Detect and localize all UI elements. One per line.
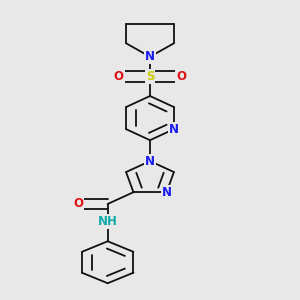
Text: O: O: [73, 197, 83, 211]
Text: O: O: [176, 70, 186, 83]
Text: N: N: [169, 123, 179, 136]
Text: N: N: [145, 154, 155, 167]
Text: S: S: [146, 70, 154, 83]
Text: NH: NH: [98, 215, 118, 228]
Text: N: N: [145, 50, 155, 63]
Text: O: O: [114, 70, 124, 83]
Text: N: N: [162, 186, 172, 199]
